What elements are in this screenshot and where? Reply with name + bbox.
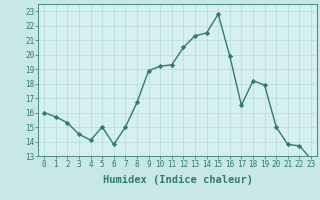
- X-axis label: Humidex (Indice chaleur): Humidex (Indice chaleur): [103, 175, 252, 185]
